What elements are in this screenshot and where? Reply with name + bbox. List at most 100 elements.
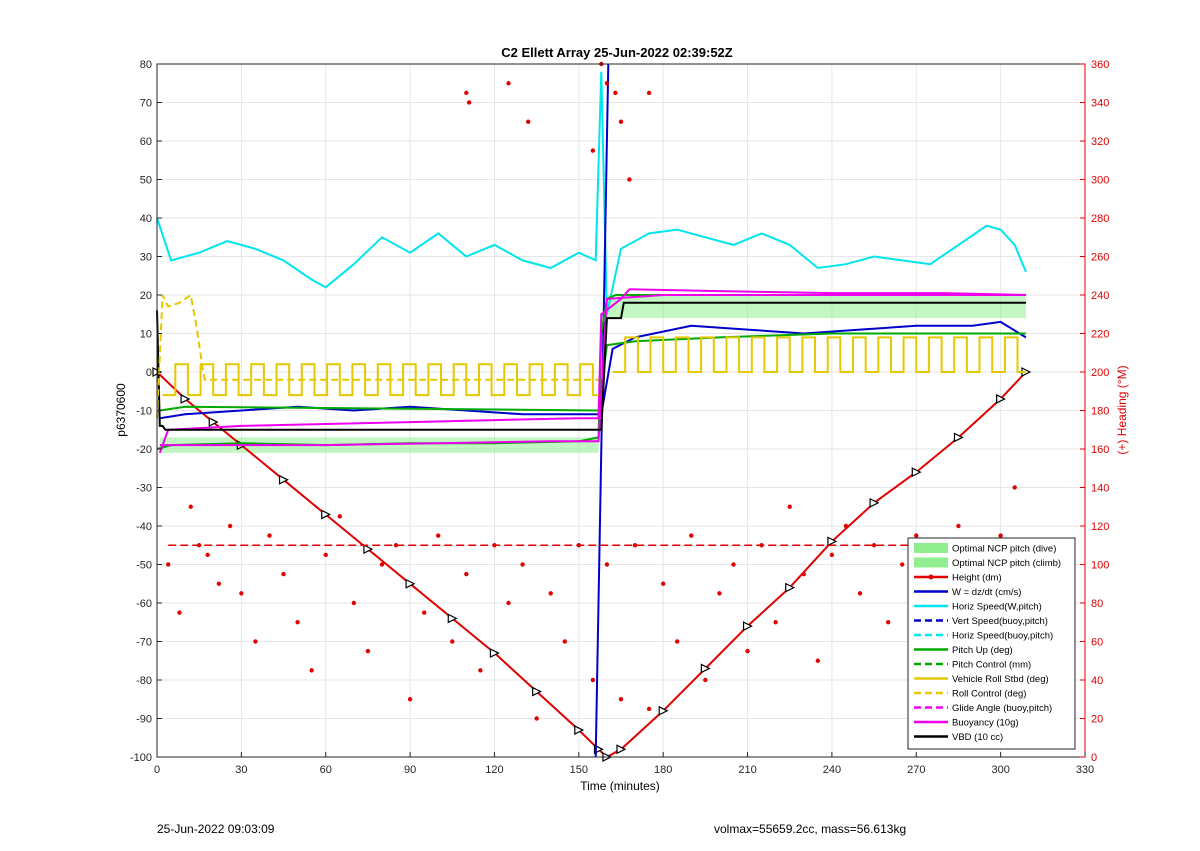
point-heading-m (379, 562, 385, 567)
point-heading-outliers (627, 177, 632, 182)
point-heading-m (900, 562, 905, 567)
x-tick-label: 330 (1076, 764, 1094, 776)
legend-label: Pitch Up (deg) (952, 645, 1013, 656)
legend-label: Glide Angle (buoy,pitch) (952, 703, 1052, 714)
legend-label: W = dz/dt (cm/s) (952, 587, 1021, 598)
y-tick-label-right: 220 (1091, 329, 1109, 341)
y-tick-label-right: 160 (1091, 444, 1109, 456)
point-heading-outliers (613, 90, 618, 96)
y-tick-label-left: -10 (136, 406, 152, 418)
point-heading-m (646, 706, 652, 712)
point-heading-m (731, 562, 736, 567)
point-heading-outliers (526, 119, 531, 124)
y-tick-label-left: 10 (140, 329, 152, 341)
y-tick-label-left: 70 (140, 98, 152, 110)
legend-label: Horiz Speed(W,pitch) (952, 602, 1042, 613)
point-heading-m (998, 533, 1003, 538)
point-heading-m (337, 514, 342, 519)
point-heading-outliers (604, 81, 610, 86)
y-tick-label-left: 60 (140, 136, 152, 148)
point-heading-m (309, 668, 314, 673)
y-tick-label-right: 200 (1091, 367, 1109, 379)
point-heading-m (689, 533, 694, 538)
series-horiz-speed-w-pitch (156, 71, 1027, 315)
legend-swatch (914, 543, 948, 553)
legend-label: Optimal NCP pitch (climb) (952, 558, 1061, 569)
point-heading-m (773, 620, 778, 625)
point-heading-m (871, 543, 877, 548)
y-axis-label-right: (+) Heading (°M) (1115, 365, 1129, 454)
footer-vehicle-info: volmax=55659.2cc, mass=56.613kg (714, 822, 907, 836)
x-tick-label: 210 (738, 764, 756, 776)
series-buoyancy-10g (158, 288, 1026, 454)
point-heading-m (506, 600, 511, 606)
point-heading-m (436, 533, 441, 538)
y-tick-label-left: -50 (136, 560, 152, 572)
y-tick-label-left: -40 (136, 521, 152, 533)
point-heading-m (815, 658, 821, 663)
y-tick-label-left: -100 (130, 752, 152, 764)
point-heading-m (188, 504, 193, 509)
point-heading-m (478, 668, 483, 673)
point-heading-m (787, 504, 792, 509)
x-tick-label: 300 (991, 764, 1009, 776)
series-layer (152, 61, 1032, 762)
x-axis-label: Time (minutes) (580, 779, 660, 793)
point-heading-outliers (618, 119, 624, 124)
footer-timestamp: 25-Jun-2022 09:03:09 (157, 822, 275, 836)
y-tick-label-left: 30 (140, 252, 152, 264)
y-tick-label-right: 320 (1091, 136, 1109, 148)
y-tick-label-left: -80 (136, 675, 152, 687)
y-tick-label-left: 80 (140, 59, 152, 71)
point-heading-m (281, 571, 286, 577)
y-tick-label-right: 260 (1091, 252, 1109, 264)
point-heading-m (703, 677, 708, 683)
point-heading-m (295, 620, 300, 625)
y-tick-label-left: 0 (146, 367, 152, 379)
y-tick-label-right: 240 (1091, 290, 1109, 302)
y-tick-label-right: 280 (1091, 213, 1109, 225)
y-axis-label-left: p6370600 (114, 383, 128, 437)
legend-label: Height (dm) (952, 573, 1002, 584)
point-heading-m (520, 562, 525, 567)
point-heading-m (745, 648, 750, 654)
y-tick-label-right: 60 (1091, 637, 1103, 649)
x-tick-label: 180 (654, 764, 672, 776)
height-marker (321, 509, 332, 520)
height-marker (363, 544, 374, 555)
point-heading-m (393, 543, 399, 548)
legend-label: Vehicle Roll Stbd (deg) (952, 674, 1049, 685)
x-tick-label: 120 (485, 764, 503, 776)
y-tick-label-right: 340 (1091, 98, 1109, 110)
point-heading-m (407, 697, 413, 702)
legend-label: VBD (10 cc) (952, 732, 1003, 743)
x-tick-label: 30 (235, 764, 247, 776)
height-marker (700, 663, 711, 674)
point-heading-outliers (466, 100, 472, 105)
point-heading-m (1012, 485, 1017, 490)
y-tick-label-left: -20 (136, 444, 152, 456)
height-marker (742, 621, 753, 632)
point-heading-m (267, 533, 272, 538)
chart-title: C2 Ellett Array 25-Jun-2022 02:39:52Z (501, 45, 733, 60)
x-tick-label: 240 (823, 764, 841, 776)
height-marker (447, 613, 458, 624)
axes: 0 30 60 90 120 150 180 210 240 270 300 330-100-90-8… (130, 59, 1109, 776)
x-tick-label: 0 (154, 764, 160, 776)
height-marker (658, 705, 669, 716)
point-heading-m (464, 571, 469, 577)
y-tick-label-right: 80 (1091, 598, 1103, 610)
series-vehicle-roll-stbd-deg-climb (612, 336, 1026, 373)
legend-swatch (914, 557, 948, 568)
y-tick-label-right: 40 (1091, 675, 1103, 687)
height-marker (405, 578, 416, 589)
height-marker (532, 686, 542, 697)
y-tick-label-left: -90 (136, 714, 152, 726)
point-heading-m (801, 571, 806, 577)
height-marker (489, 648, 500, 659)
point-heading-m (351, 600, 357, 606)
point-heading-m (323, 552, 328, 558)
height-marker (616, 744, 627, 755)
point-heading-m (548, 591, 553, 596)
